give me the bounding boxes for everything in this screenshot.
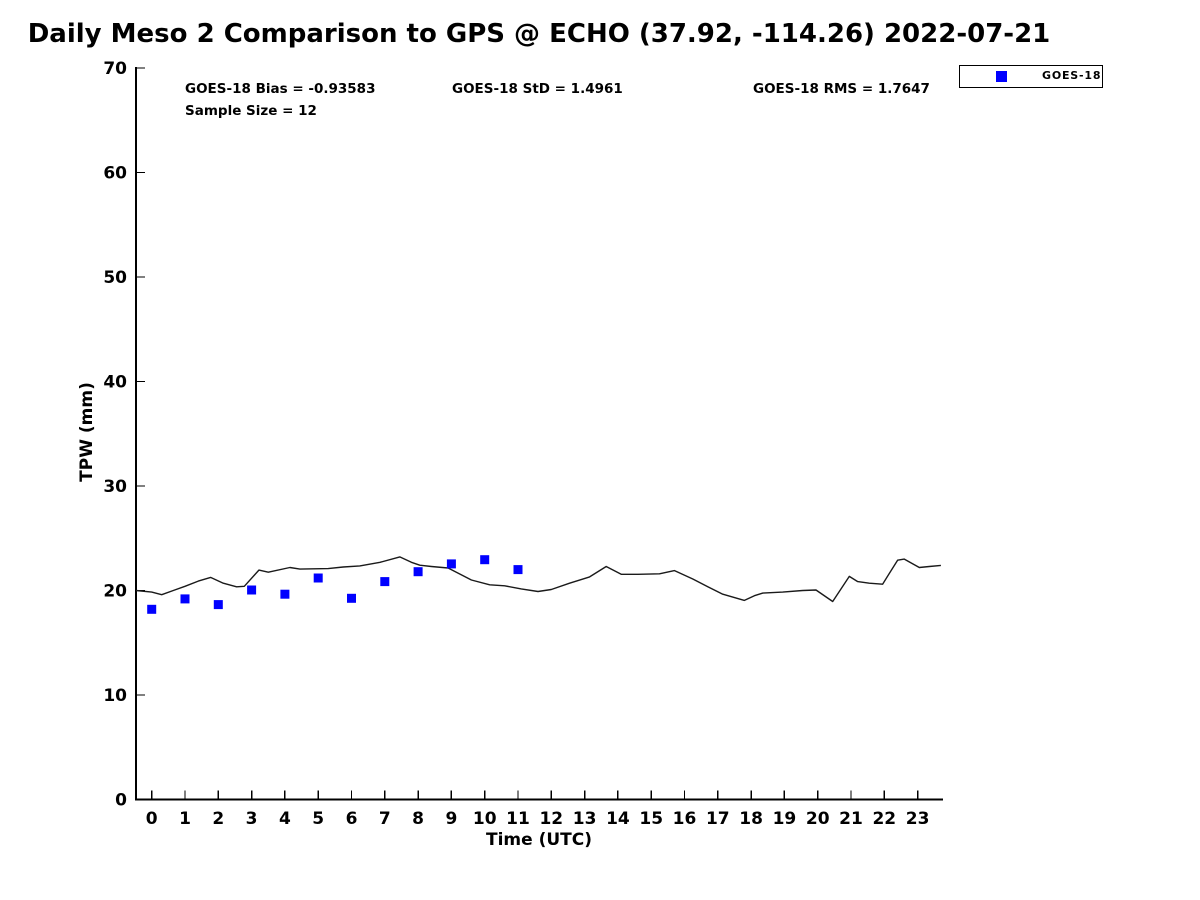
x-tick-label: 7 xyxy=(379,809,391,829)
x-tick-label: 6 xyxy=(346,809,358,829)
legend-square-marker-icon xyxy=(996,71,1007,82)
y-tick-label: 0 xyxy=(115,791,127,811)
goes18-point xyxy=(480,555,490,565)
stat-sample-size: Sample Size = 12 xyxy=(185,103,317,119)
goes18-point xyxy=(247,585,257,595)
x-tick-label: 5 xyxy=(312,809,324,829)
x-tick-label: 11 xyxy=(506,809,530,829)
y-tick-label: 10 xyxy=(103,686,127,706)
x-axis-label: Time (UTC) xyxy=(485,830,593,850)
x-tick-label: 15 xyxy=(639,809,663,829)
x-tick-label: 21 xyxy=(839,809,863,829)
stat-rms: GOES-18 RMS = 1.7647 xyxy=(753,81,930,97)
y-tick-label: 50 xyxy=(103,268,127,288)
x-tick-label: 22 xyxy=(872,809,896,829)
goes18-point xyxy=(380,577,390,587)
y-tick-label: 60 xyxy=(103,164,127,184)
axes-lines xyxy=(135,67,943,801)
x-tick-label: 3 xyxy=(246,809,258,829)
x-tick-label: 9 xyxy=(445,809,457,829)
y-tick-label: 30 xyxy=(103,477,127,497)
x-tick-label: 1 xyxy=(179,809,191,829)
x-tick-label: 4 xyxy=(279,809,291,829)
goes18-point xyxy=(513,565,523,575)
chart-title: Daily Meso 2 Comparison to GPS @ ECHO (3… xyxy=(27,19,1051,49)
x-tick-label: 17 xyxy=(706,809,730,829)
goes18-point xyxy=(180,594,190,604)
x-tick-label: 2 xyxy=(212,809,224,829)
stat-std: GOES-18 StD = 1.4961 xyxy=(452,81,623,97)
goes18-point xyxy=(280,589,290,599)
goes18-point xyxy=(213,600,223,610)
y-tick-label: 70 xyxy=(103,59,127,79)
x-tick-label: 20 xyxy=(806,809,830,829)
x-tick-label: 8 xyxy=(412,809,424,829)
x-tick-label: 14 xyxy=(606,809,630,829)
goes18-point xyxy=(446,559,456,569)
x-tick-label: 13 xyxy=(573,809,597,829)
goes18-point xyxy=(147,604,157,614)
y-tick-label: 20 xyxy=(103,582,127,602)
legend: GOES-18 xyxy=(959,65,1103,88)
x-tick-label: 12 xyxy=(539,809,563,829)
x-tick-label: 0 xyxy=(146,809,158,829)
x-tick-label: 23 xyxy=(906,809,930,829)
goes18-point xyxy=(413,567,423,577)
legend-label: GOES-18 xyxy=(1042,69,1102,82)
x-tick-label: 18 xyxy=(739,809,763,829)
x-tick-label: 10 xyxy=(473,809,497,829)
goes18-point xyxy=(347,593,356,603)
y-tick-label: 40 xyxy=(103,373,127,393)
goes18-point xyxy=(313,573,323,583)
gps-line xyxy=(135,556,941,603)
stat-bias: GOES-18 Bias = -0.93583 xyxy=(185,81,376,97)
x-tick-label: 19 xyxy=(773,809,797,829)
x-tick-label: 16 xyxy=(673,809,697,829)
